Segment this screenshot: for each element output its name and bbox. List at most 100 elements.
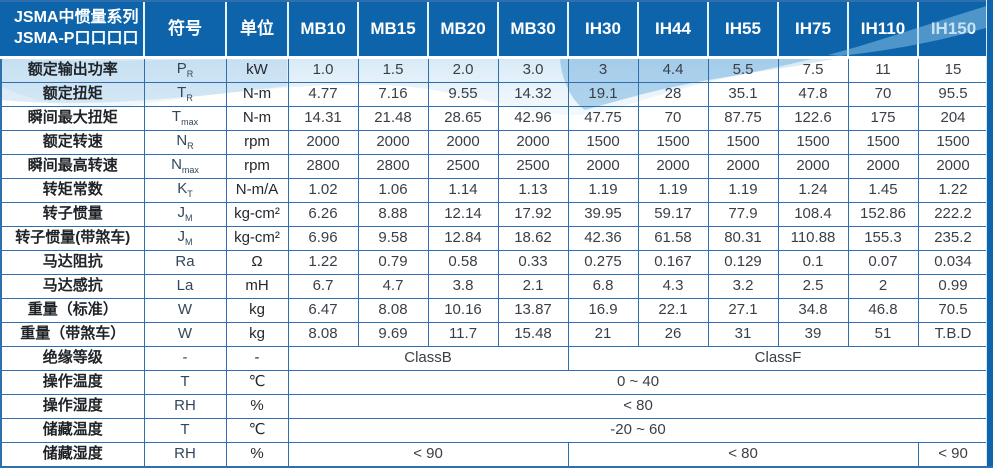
row-symbol: La xyxy=(143,274,227,299)
table-row: 操作湿度 RH% < 80 xyxy=(0,394,989,419)
value-cell: 1.45 xyxy=(847,178,919,203)
model-header-ih30: IH30 xyxy=(567,0,638,59)
value-cell: 1500 xyxy=(637,130,709,155)
value-cell: 61.58 xyxy=(637,226,709,251)
value-cell: 70.5 xyxy=(917,298,989,323)
value-cell: 1.0 xyxy=(287,57,359,83)
row-symbol: JM xyxy=(143,202,227,227)
value-cell: 9.69 xyxy=(357,322,429,347)
row-unit: mH xyxy=(225,274,289,299)
value-cell: 1.02 xyxy=(287,178,359,203)
table-row: 额定转速 NR rpm 2000 2000 2000 2000 1500 1500 1500 150… xyxy=(0,130,989,155)
value-cell: 1500 xyxy=(847,130,919,155)
value-cell: 21 xyxy=(567,322,639,347)
value-cell: 2000 xyxy=(777,154,849,179)
row-symbol: TR xyxy=(143,82,227,107)
row-label: 储藏温度 xyxy=(0,418,145,443)
value-cell: 204 xyxy=(917,106,989,131)
value-cell: 3 xyxy=(567,57,639,83)
value-cell: 19.1 xyxy=(567,82,639,107)
row-label: 操作温度 xyxy=(0,370,145,395)
value-cell: 6.26 xyxy=(287,202,359,227)
value-cell: 0.167 xyxy=(637,250,709,275)
row-symbol: T xyxy=(143,370,227,395)
value-cell: 27.1 xyxy=(707,298,779,323)
value-cell: 1.14 xyxy=(427,178,499,203)
model-header-ih150: IH150 xyxy=(917,0,988,59)
value-cell: 0.07 xyxy=(847,250,919,275)
row-symbol: Nmax xyxy=(143,154,227,179)
value-cell: 2000 xyxy=(567,154,639,179)
table-row: 瞬间最高转速 Nmax rpm 2800 2800 2500 2500 2000 2000 200… xyxy=(0,154,989,179)
value-cell: 31 xyxy=(707,322,779,347)
value-cell: 95.5 xyxy=(917,82,989,107)
value-cell: 122.6 xyxy=(777,106,849,131)
value-cell: 2800 xyxy=(287,154,359,179)
value-cell: 2000 xyxy=(357,130,429,155)
table-row: 绝缘等级 - - ClassB ClassF xyxy=(0,346,989,371)
value-cell: 87.75 xyxy=(707,106,779,131)
value-cell: 46.8 xyxy=(847,298,919,323)
row-symbol: Ra xyxy=(143,250,227,275)
value-cell: 80.31 xyxy=(707,226,779,251)
unit-column-header: 单位 xyxy=(225,0,288,59)
value-cell: 26 xyxy=(637,322,709,347)
row-label: 额定扭矩 xyxy=(0,82,145,107)
model-header-ih110: IH110 xyxy=(847,0,918,59)
value-cell: 235.2 xyxy=(917,226,989,251)
value-cell: 9.55 xyxy=(427,82,499,107)
value-cell: 108.4 xyxy=(777,202,849,227)
value-cell: 6.8 xyxy=(567,274,639,299)
value-cell: 11 xyxy=(847,57,919,83)
row-label: 重量（带煞车） xyxy=(0,322,145,347)
value-cell: 0.33 xyxy=(497,250,569,275)
value-cell: 0.1 xyxy=(777,250,849,275)
table-row: 储藏湿度 RH% < 90 < 80 < 90 xyxy=(0,442,989,466)
value-cell: 6.7 xyxy=(287,274,359,299)
row-label: 绝缘等级 xyxy=(0,346,145,371)
model-header-mb30: MB30 xyxy=(497,0,568,59)
value-cell: 12.84 xyxy=(427,226,499,251)
row-unit: ℃ xyxy=(225,418,289,443)
value-cell: 7.5 xyxy=(777,57,849,83)
value-cell: 34.8 xyxy=(777,298,849,323)
value-cell: 5.5 xyxy=(707,57,779,83)
table-body: 额定输出功率 PR kW 1.0 1.5 2.0 3.0 3 4.4 5.5 7.5 11 15 额定扭矩… xyxy=(0,57,989,466)
value-cell: 1.19 xyxy=(567,178,639,203)
value-cell: 110.88 xyxy=(777,226,849,251)
value-cell: 155.3 xyxy=(847,226,919,251)
value-cell: 70 xyxy=(847,82,919,107)
row-label: 马达阻抗 xyxy=(0,250,145,275)
value-cell: 2000 xyxy=(917,154,989,179)
row-label: 重量（标准） xyxy=(0,298,145,323)
value-cell: 2000 xyxy=(497,130,569,155)
value-cell: 47.8 xyxy=(777,82,849,107)
model-header-ih75: IH75 xyxy=(777,0,848,59)
table-row: 操作温度 T ℃ 0 ~ 40 xyxy=(0,370,989,395)
row-symbol: PR xyxy=(143,57,227,83)
row-unit: kW xyxy=(225,57,289,83)
value-cell: 14.32 xyxy=(497,82,569,107)
series-title-line2: JSMA-P口口口口 xyxy=(14,30,139,47)
value-cell: 0.99 xyxy=(917,274,989,299)
merged-value-cell: < 90 xyxy=(287,442,569,466)
value-cell: 0.034 xyxy=(917,250,989,275)
value-cell: 4.3 xyxy=(637,274,709,299)
value-cell: 2.5 xyxy=(777,274,849,299)
value-cell: 15 xyxy=(917,57,989,83)
merged-value-cell: ClassF xyxy=(567,346,989,371)
value-cell: 42.36 xyxy=(567,226,639,251)
row-unit: N-m xyxy=(225,82,289,107)
row-unit: rpm xyxy=(225,154,289,179)
row-label: 额定转速 xyxy=(0,130,145,155)
table-row: 转子惯量 JM kg-cm² 6.26 8.88 12.14 17.92 39.95 59.17… xyxy=(0,202,989,227)
value-cell: 1500 xyxy=(917,130,989,155)
value-cell: 3.2 xyxy=(707,274,779,299)
value-cell: 4.4 xyxy=(637,57,709,83)
series-title-line1: JSMA中惯量系列 xyxy=(14,9,139,27)
merged-value-cell: 0 ~ 40 xyxy=(287,370,989,395)
value-cell: 39 xyxy=(777,322,849,347)
